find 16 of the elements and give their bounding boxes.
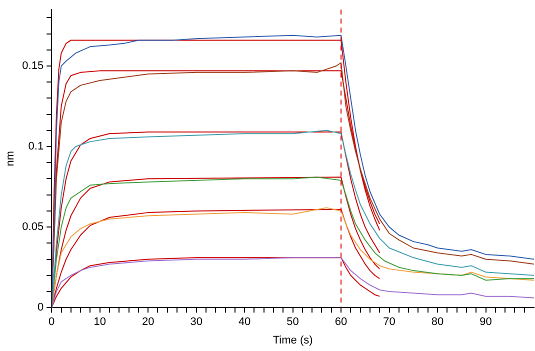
y-tick-label: 0.1 xyxy=(28,140,44,153)
y-tick-label: 0.05 xyxy=(22,221,44,234)
x-tick-label: 10 xyxy=(94,316,106,328)
y-tick-label: 0.15 xyxy=(22,60,44,72)
x-tick-label: 80 xyxy=(431,316,444,328)
y-axis-title: nm xyxy=(4,150,17,166)
x-tick-label: 70 xyxy=(383,316,396,328)
y-tick-label: 0 xyxy=(37,302,44,314)
x-tick-label: 60 xyxy=(334,316,348,328)
x-tick-label: 40 xyxy=(238,316,251,328)
x-tick-label: 0 xyxy=(48,316,55,328)
x-axis-title: Time (s) xyxy=(272,334,313,346)
x-tick-label: 90 xyxy=(480,316,492,328)
x-tick-label: 50 xyxy=(286,316,299,328)
x-tick-label: 20 xyxy=(142,316,154,328)
x-tick-label: 30 xyxy=(190,316,202,328)
